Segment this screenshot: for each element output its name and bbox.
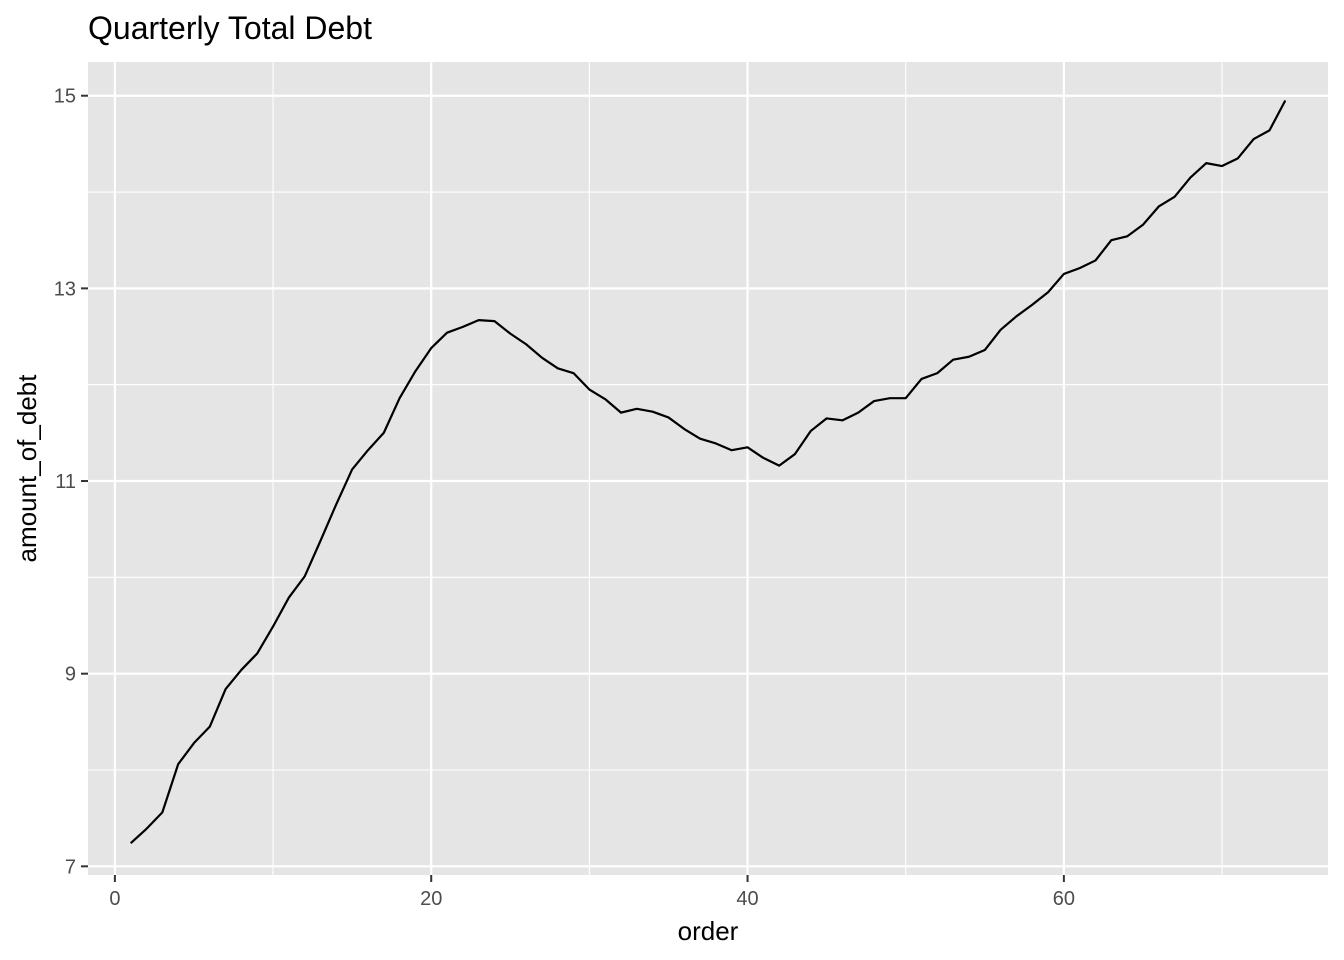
series-line	[129, 100, 1287, 845]
y-axis: 7 9 11 13 15	[54, 86, 88, 878]
y-tick-label: 11	[55, 471, 76, 493]
x-tick-label: 0	[109, 888, 120, 910]
x-tick-label: 20	[420, 888, 442, 910]
y-tick-label: 15	[54, 86, 76, 108]
grid-major-lines	[88, 62, 1328, 875]
x-axis-title: order	[678, 916, 739, 946]
plot-panel	[88, 62, 1328, 875]
y-tick-label: 9	[65, 664, 76, 686]
y-tick-label: 13	[54, 278, 76, 300]
y-tick-label: 7	[65, 856, 76, 878]
x-tick-label: 60	[1053, 888, 1075, 910]
x-tick-label: 40	[736, 888, 758, 910]
grid-minor-lines	[88, 62, 1328, 875]
chart-title: Quarterly Total Debt	[88, 10, 372, 46]
x-axis: 0 20 40 60	[109, 875, 1075, 910]
y-axis-title: amount_of_debt	[12, 374, 42, 563]
